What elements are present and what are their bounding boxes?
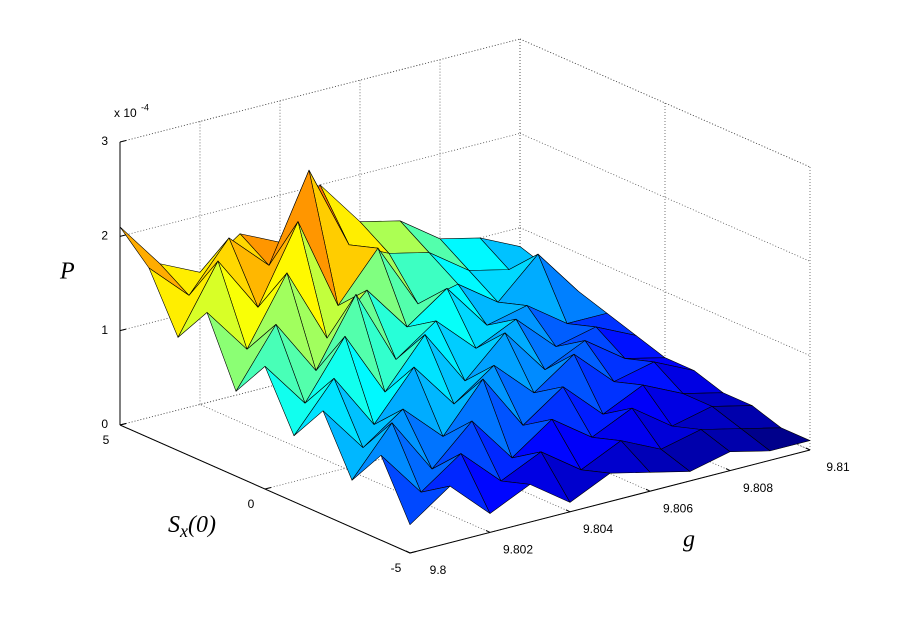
z-axis-label: P <box>59 259 75 285</box>
grid-line <box>199 404 491 533</box>
x-tick-label: 9.802 <box>503 543 533 557</box>
y-tick-label: 0 <box>248 497 255 511</box>
x-tick <box>565 509 571 513</box>
x-tick-label: 9.808 <box>743 481 773 495</box>
x-tick <box>805 447 811 451</box>
z-tick <box>119 140 127 143</box>
z-tick-label: 2 <box>101 229 108 243</box>
z-tick <box>119 234 127 237</box>
x-tick <box>645 488 651 492</box>
x-tick <box>485 529 491 533</box>
y-tick <box>409 551 417 554</box>
z-scale-label: x 10 <box>114 106 137 120</box>
x-tick-label: 9.804 <box>583 522 613 536</box>
z-scale-exponent: -4 <box>141 102 149 112</box>
y-label-base: S <box>168 512 180 538</box>
x-tick <box>725 468 731 472</box>
grid-line <box>519 132 811 262</box>
x-tick-label: 9.81 <box>826 460 850 474</box>
x-axis <box>409 449 811 554</box>
y-tick-label: -5 <box>391 561 402 575</box>
grid-line <box>519 38 811 168</box>
y-tick <box>264 487 272 490</box>
x-tick <box>405 550 411 554</box>
z-tick <box>119 328 127 332</box>
x-tick-label: 9.8 <box>430 563 447 577</box>
y-label-subscript: x <box>179 521 188 541</box>
surface <box>119 169 811 526</box>
y-tick <box>119 423 127 426</box>
surface-cell <box>380 454 451 526</box>
grid-line <box>519 227 811 357</box>
y-axis-label: Sx(0) <box>168 512 216 542</box>
z-tick-label: 0 <box>101 417 108 431</box>
y-tick-label: 5 <box>103 433 110 447</box>
y-label-suffix: (0) <box>188 512 216 538</box>
z-tick-label: 3 <box>101 134 108 148</box>
axes: 0 1 2 3 -5 0 5 9.8 9.802 9.804 9.806 9.808 9.81 <box>101 134 850 577</box>
x-axis-label: g <box>683 527 695 553</box>
x-tick-label: 9.806 <box>663 501 693 515</box>
z-tick-label: 1 <box>101 323 108 337</box>
